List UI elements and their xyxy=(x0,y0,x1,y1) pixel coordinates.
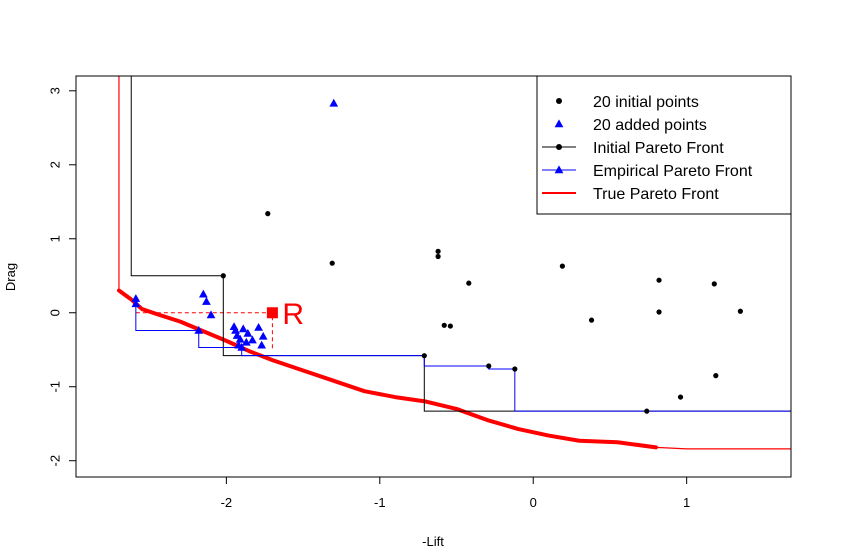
legend-label: True Pareto Front xyxy=(593,186,719,203)
initial-point xyxy=(588,317,595,323)
initial-point xyxy=(421,353,427,359)
initial-point xyxy=(644,408,650,414)
initial-point xyxy=(447,323,453,329)
initial-point xyxy=(265,211,271,217)
initial-point xyxy=(329,260,335,266)
initial-point xyxy=(220,273,226,279)
x-axis-title: -Lift xyxy=(422,534,444,549)
added-point xyxy=(258,331,268,340)
initial-point xyxy=(441,322,447,328)
added-point xyxy=(131,299,141,308)
legend-triangle-marker xyxy=(554,119,564,128)
y-tick-label: 3 xyxy=(48,87,63,94)
added-point xyxy=(254,322,263,331)
initial-point xyxy=(737,308,743,314)
added-point xyxy=(243,328,253,337)
y-tick-label: 2 xyxy=(48,161,63,168)
reference-point-label: R xyxy=(282,298,304,331)
y-tick-label: -1 xyxy=(48,381,63,393)
added-point xyxy=(237,342,247,351)
initial-point xyxy=(486,363,492,369)
added-point xyxy=(206,310,216,319)
y-axis: -2 -1 0 1 2 3 xyxy=(48,87,77,467)
initial-point xyxy=(656,309,662,315)
legend-label: Initial Pareto Front xyxy=(593,140,724,157)
initial-point xyxy=(656,277,662,283)
reference-point-marker xyxy=(266,307,278,319)
legend-label: 20 initial points xyxy=(593,94,699,111)
added-point xyxy=(257,340,267,349)
y-tick-label: 0 xyxy=(48,309,63,316)
legend: 20 initial points 20 added points Initial … xyxy=(536,75,792,215)
x-tick-label: -2 xyxy=(221,495,233,510)
x-tick-label: 0 xyxy=(530,495,537,510)
x-tick-label: -1 xyxy=(374,495,386,510)
y-axis-title: Drag xyxy=(3,263,18,291)
x-tick-label: 1 xyxy=(683,495,690,510)
empirical-pareto-front-line xyxy=(135,303,791,412)
initial-point xyxy=(559,263,565,269)
legend-box xyxy=(536,75,792,215)
added-point xyxy=(329,98,339,107)
legend-label: Empirical Pareto Front xyxy=(593,163,753,180)
initial-point xyxy=(711,281,717,287)
y-tick-label: 1 xyxy=(48,235,63,242)
added-point xyxy=(231,325,240,334)
added-point xyxy=(198,289,208,298)
added-point xyxy=(194,325,204,334)
initial-point xyxy=(677,394,684,400)
legend-circle-marker xyxy=(556,98,562,104)
initial-point xyxy=(435,248,441,254)
initial-point xyxy=(713,373,719,379)
initial-point xyxy=(435,253,441,260)
added-point xyxy=(248,335,257,344)
data-points xyxy=(131,98,743,414)
initial-point xyxy=(512,366,518,372)
reference-point-group: R xyxy=(266,298,304,331)
added-point xyxy=(235,334,245,343)
legend-label: 20 added points xyxy=(593,117,707,134)
added-point xyxy=(202,297,211,305)
added-point xyxy=(241,337,251,346)
added-point xyxy=(131,294,141,302)
legend-circle-marker xyxy=(556,144,562,150)
x-axis: -2 -1 0 1 xyxy=(221,476,690,510)
legend-triangle-marker xyxy=(554,165,564,174)
y-tick-label: -2 xyxy=(48,455,63,467)
added-point xyxy=(238,324,248,333)
initial-point xyxy=(466,280,472,286)
true-pareto-front-thick-line xyxy=(116,288,658,450)
